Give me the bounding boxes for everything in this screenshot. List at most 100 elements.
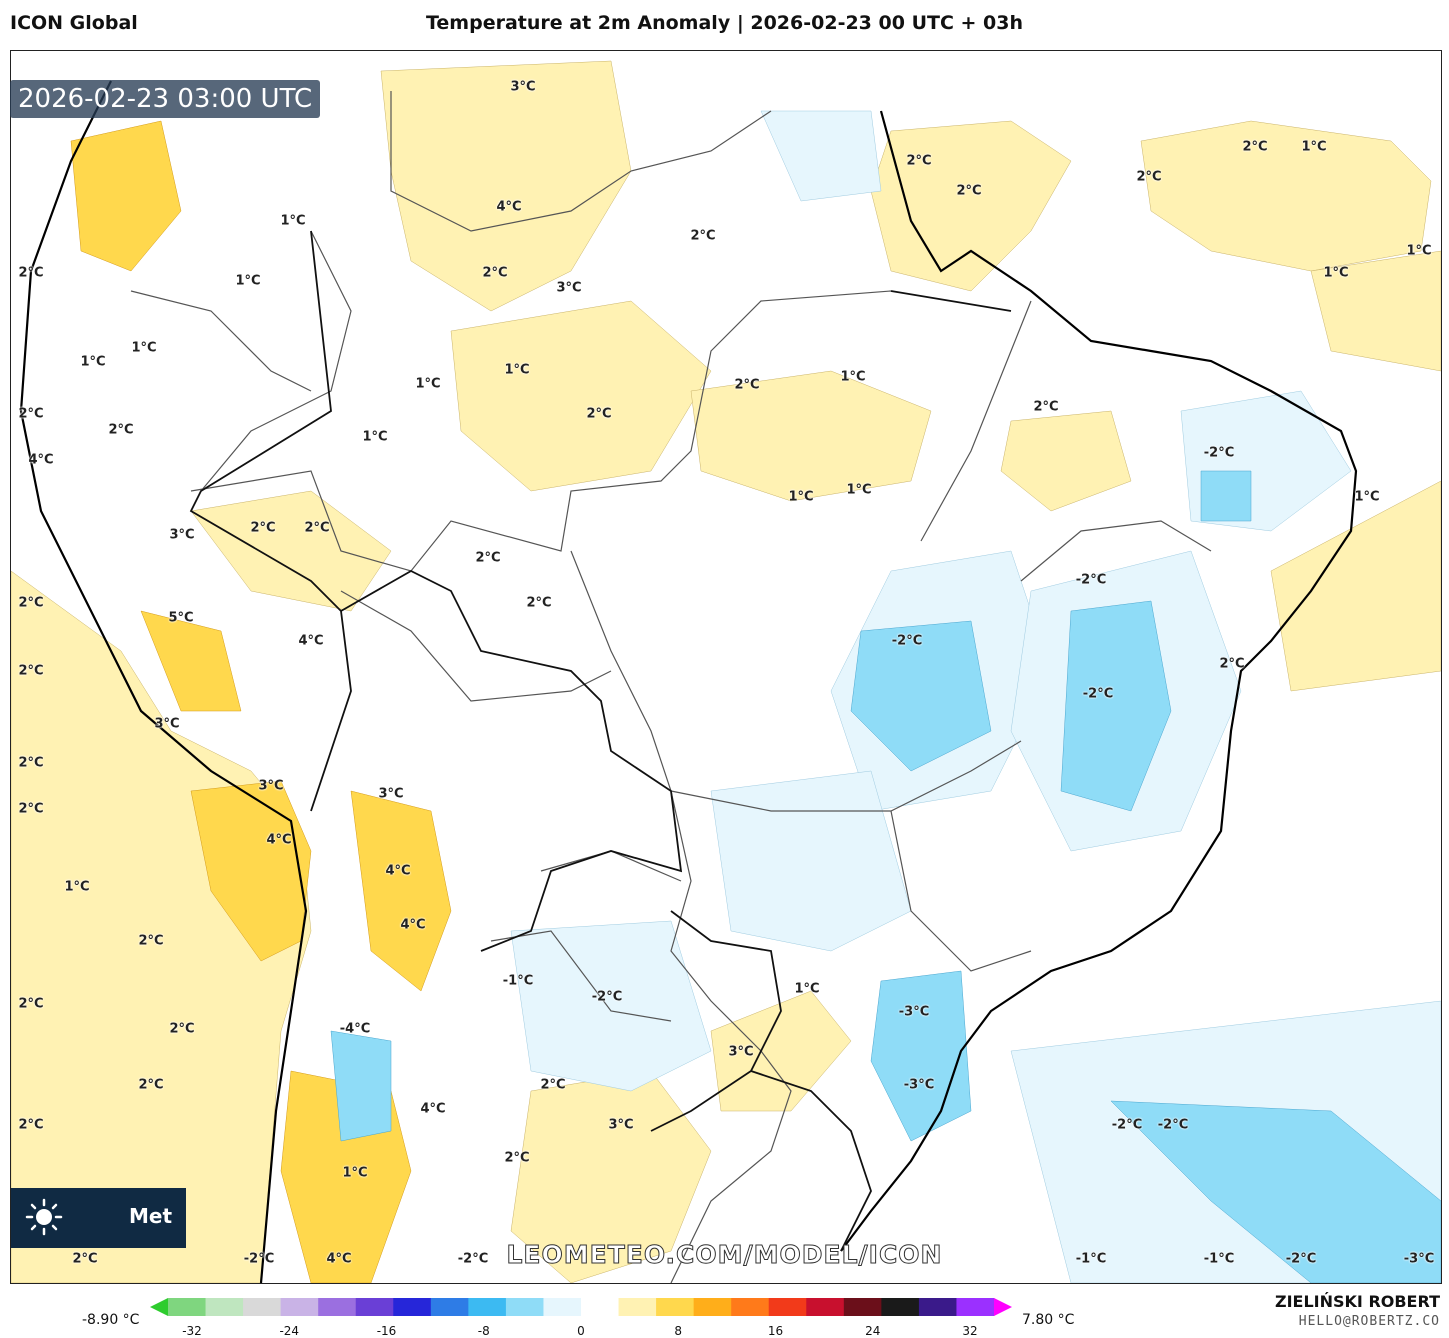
anomaly-label: 4°C <box>385 863 411 879</box>
anomaly-label: 3°C <box>258 778 284 794</box>
warm-patch <box>870 120 1072 292</box>
colorbar-tick-label: 0 <box>577 1324 585 1338</box>
colorbar-segment <box>205 1298 244 1316</box>
hot-patch <box>350 790 452 992</box>
cold-core <box>330 1030 392 1142</box>
anomaly-label: 2°C <box>18 265 44 281</box>
anomaly-label: -2°C <box>1082 686 1114 702</box>
colorbar-segment <box>505 1298 544 1316</box>
anomaly-label: -1°C <box>502 973 534 989</box>
border <box>130 290 312 392</box>
anomaly-label: -3°C <box>898 1004 930 1020</box>
warm-patch <box>690 370 932 502</box>
anomaly-label: -2°C <box>1157 1117 1189 1133</box>
anomaly-label: 2°C <box>304 520 330 536</box>
anomaly-label: 2°C <box>18 801 44 817</box>
warm-patch <box>710 990 852 1112</box>
national-border <box>750 1070 872 1252</box>
anomaly-label: -2°C <box>1203 445 1235 461</box>
anomaly-label: 1°C <box>840 369 866 385</box>
brand-logo[interactable]: Met <box>11 1188 186 1248</box>
anomaly-label: 2°C <box>690 228 716 244</box>
anomaly-label: 3°C <box>378 786 404 802</box>
colorbar-max-label: 7.80 °C <box>1022 1312 1075 1328</box>
anomaly-label: -3°C <box>1403 1251 1435 1267</box>
national-border <box>340 569 683 952</box>
anomaly-label: 4°C <box>28 452 54 468</box>
anomaly-label: 4°C <box>420 1101 446 1117</box>
anomaly-label: 3°C <box>169 527 195 543</box>
anomaly-label: 1°C <box>131 340 157 356</box>
border <box>490 930 672 1022</box>
colorbar-segment <box>618 1298 657 1316</box>
colorbar-segment <box>581 1298 620 1316</box>
logo-text: Met <box>129 1204 173 1228</box>
border <box>890 810 1032 972</box>
colorbar <box>150 1298 1012 1316</box>
anomaly-label: -2°C <box>591 989 623 1005</box>
warm-patch <box>1140 120 1432 272</box>
border <box>200 230 352 492</box>
anomaly-label: -2°C <box>1075 572 1107 588</box>
anomaly-label: 1°C <box>235 273 261 289</box>
anomaly-label: 1°C <box>362 429 388 445</box>
anomaly-label: 1°C <box>846 482 872 498</box>
anomaly-label: 1°C <box>504 362 530 378</box>
colorbar-min-label: -8.90 °C <box>82 1312 140 1328</box>
cold-core <box>850 620 992 772</box>
colorbar-segment <box>243 1298 282 1316</box>
anomaly-label: 3°C <box>510 79 536 95</box>
colorbar-arrow-min <box>150 1298 168 1316</box>
hot-patch <box>70 120 182 272</box>
hot-patch <box>140 610 242 712</box>
colorbar-tick-label: -8 <box>477 1324 490 1338</box>
anomaly-label: 2°C <box>1033 399 1059 415</box>
anomaly-label: -2°C <box>457 1251 489 1267</box>
anomaly-label: -1°C <box>1075 1251 1107 1267</box>
anomaly-label: -4°C <box>339 1021 371 1037</box>
national-border <box>650 910 782 1132</box>
anomaly-label: 1°C <box>1406 243 1432 259</box>
author-name: ZIELIŃSKI ROBERT <box>1274 1292 1440 1311</box>
colorbar-segment <box>168 1298 207 1316</box>
anomaly-label: 2°C <box>18 406 44 422</box>
anomaly-label: 1°C <box>80 354 106 370</box>
anomaly-label: 2°C <box>250 520 276 536</box>
anomaly-label: 1°C <box>1354 489 1380 505</box>
anomaly-label: 2°C <box>18 996 44 1012</box>
colorbar-segment <box>843 1298 882 1316</box>
border <box>390 91 772 232</box>
colorbar-arrow-max <box>994 1298 1012 1316</box>
map-area[interactable]: 3°C 2°C 2°C 2°C 1°C 2°C 4°C 1°C 2°C 1°C 2°C 1°C 2°C 1… <box>10 50 1442 1284</box>
colorbar-segment <box>393 1298 432 1316</box>
colorbar-tick-label: -24 <box>279 1324 300 1338</box>
colorbar-tick-label: 24 <box>865 1324 881 1338</box>
border <box>1020 520 1212 582</box>
national-border <box>189 230 352 812</box>
warm-patch <box>190 490 392 612</box>
anomaly-label: 1°C <box>1323 265 1349 281</box>
map-title: Temperature at 2m Anomaly | 2026-02-23 0… <box>425 12 1024 34</box>
border <box>340 590 612 702</box>
anomaly-label: -1°C <box>1203 1251 1235 1267</box>
author-email[interactable]: HELLO@ROBERTZ.CO <box>1298 1314 1440 1329</box>
anomaly-label: 1°C <box>415 376 441 392</box>
anomaly-label: 5°C <box>168 610 194 626</box>
anomaly-label: -2°C <box>1111 1117 1143 1133</box>
colorbar-segment <box>918 1298 957 1316</box>
warm-patch <box>1000 410 1132 512</box>
anomaly-label: 3°C <box>556 280 582 296</box>
anomaly-label: 2°C <box>18 595 44 611</box>
colorbar-segment <box>656 1298 695 1316</box>
anomaly-label: 3°C <box>154 716 180 732</box>
anomaly-label: 2°C <box>138 933 164 949</box>
anomaly-label: -3°C <box>903 1077 935 1093</box>
anomaly-label: 1°C <box>64 879 90 895</box>
colorbar-segment <box>806 1298 845 1316</box>
map-canvas <box>11 60 1441 1283</box>
colorbar-segment <box>355 1298 394 1316</box>
border <box>190 290 892 572</box>
colorbar-tick-label: -16 <box>376 1324 397 1338</box>
colorbar-segment <box>768 1298 807 1316</box>
anomaly-label: 1°C <box>342 1165 368 1181</box>
